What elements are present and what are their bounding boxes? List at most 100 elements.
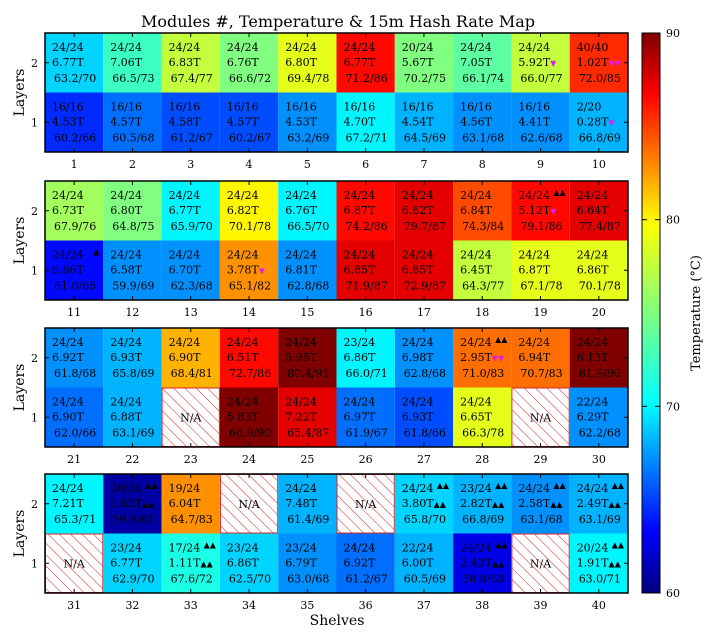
heatmap-cell: 24/24 7.21T 65.3/71 (45, 474, 104, 534)
y-tick-label: 1 (31, 116, 38, 129)
x-tick-label: 14 (242, 306, 256, 319)
x-tick-label: 39 (534, 599, 548, 612)
colorbar-gradient (641, 32, 661, 594)
x-tick-label: 30 (592, 453, 606, 466)
cell-color (511, 328, 570, 388)
heatmap-cell: 24/24 6.77T 71.2/86 (336, 33, 395, 93)
heatmap-cell: 19/24 6.04T 64.7/83 (161, 474, 220, 534)
up-indicator: ▲▲ (553, 481, 566, 490)
hashrate-label: 6.90T (52, 411, 84, 424)
modules-label: 40/40 (577, 41, 609, 54)
x-tick-label: 15 (300, 306, 314, 319)
temperature-label: 66.5/70 (287, 220, 329, 233)
y-axis-label: Layers (12, 364, 28, 412)
temperature-label: 62.0/66 (54, 427, 96, 440)
hashrate-label: 7.21T (52, 497, 84, 510)
modules-label: 24/24 (285, 336, 317, 349)
hashrate-label: 4.53T (285, 116, 317, 129)
heatmap-cell: 22/24 6.00T 60.5/69 (394, 533, 454, 593)
cell-color (569, 328, 628, 388)
cell-color (103, 387, 162, 447)
temperature-label: 60.2/67 (229, 132, 271, 145)
y-tick-label: 2 (31, 57, 38, 70)
cell-color (453, 92, 512, 152)
heatmap-cell: 24/24 6.76T 66.6/72 (219, 33, 279, 93)
modules-label: 23/24 (344, 336, 376, 349)
cell-color (161, 181, 220, 241)
temperature-label: 62.8/68 (287, 280, 329, 293)
heatmap-cell: 24/24 7.05T 66.1/74 (453, 33, 512, 93)
heatmap-cell: 24/24 7.06T 66.5/73 (103, 33, 162, 93)
cell-color (453, 33, 512, 93)
modules-label: 16/16 (285, 101, 317, 114)
modules-label: 2/20 (577, 101, 602, 114)
heatmap-cell: 24/24 6.85T 71.9/87 (336, 240, 395, 300)
x-tick-label: 12 (125, 306, 139, 319)
cell-color (511, 181, 570, 241)
x-tick-label: 9 (537, 158, 544, 171)
temperature-label: 80.4/91 (287, 367, 329, 380)
x-tick-label: 1 (71, 158, 78, 171)
modules-label: 16/16 (402, 101, 434, 114)
x-tick-label: 36 (359, 599, 373, 612)
cell-color (103, 33, 162, 93)
colorbar-tick-label: 90 (666, 27, 680, 40)
temperature-label: 69.4/78 (287, 72, 329, 85)
hashrate-label: 6.87T (518, 264, 550, 277)
temperature-label: 74.3/84 (462, 220, 504, 233)
heatmap-cell: 24/24 6.90T 68.4/81 (161, 328, 220, 388)
cell-color (45, 33, 104, 93)
temperature-label: 60.2/66 (54, 132, 96, 145)
modules-label: 24/24 (110, 41, 142, 54)
temperature-label: 63.2/69 (287, 132, 329, 145)
modules-label: 24/24 (518, 41, 550, 54)
y-tick-label: 2 (31, 352, 38, 365)
x-tick-label: 16 (359, 306, 373, 319)
up-indicator: ▲▲ (495, 541, 508, 550)
x-tick-label: 32 (125, 599, 139, 612)
y-axis-label: Layers (12, 217, 28, 265)
heatmap-cell: 24/24 5.95T 80.4/91 (278, 328, 337, 388)
temperature-label: 61.9/67 (346, 427, 388, 440)
heatmap-cell: N/A (161, 387, 220, 447)
heatmap-cell: 16/16 4.41T 62.6/68 (511, 92, 570, 152)
hashrate-label: 2.49T▲▲ (577, 497, 622, 510)
cell-color (336, 92, 395, 152)
cell-color (45, 92, 104, 152)
hashrate-label: 6.45T (460, 264, 492, 277)
modules-label: 24/24 (110, 189, 142, 202)
temperature-label: 64.3/77 (462, 280, 504, 293)
heatmap-cell: 24/24 6.90T 62.0/66 (45, 387, 104, 447)
temperature-label: 70.2/75 (404, 72, 446, 85)
x-tick-label: 17 (417, 306, 431, 319)
hashrate-label: 6.79T (285, 557, 317, 570)
cell-color (45, 387, 104, 447)
modules-label: 24/24 (227, 396, 259, 409)
hashrate-label: 5.83T (227, 411, 259, 424)
temperature-label: 67.2/71 (346, 132, 388, 145)
hashrate-label: 6.77T (169, 204, 201, 217)
cell-color (45, 240, 104, 300)
heatmap-cell: 40/40 1.02T▼▼ 72.0/85 (569, 33, 628, 93)
hashrate-label: 1.02T▼▼ (577, 56, 622, 69)
x-tick-label: 33 (184, 599, 198, 612)
heatmap-cell: 16/16 4.56T 63.1/68 (453, 92, 512, 152)
panel-frame (44, 327, 629, 448)
temperature-label: 71.0/83 (462, 367, 504, 380)
y-tick-label: 1 (31, 411, 38, 424)
temperature-label: 61.2/67 (346, 573, 388, 586)
hashrate-label: 6.90T (169, 351, 201, 364)
temperature-label: 81.9/90 (579, 367, 621, 380)
heatmap-cell: 24/24 6.86T 70.1/78 (569, 240, 628, 300)
hashrate-label: 6.58T (110, 264, 142, 277)
modules-label: 24/24 (518, 249, 550, 262)
cell-color (394, 474, 454, 534)
heatmap-cell: 24/24 6.70T 62.3/68 (161, 240, 220, 300)
temperature-label: 62.8/68 (404, 367, 446, 380)
colorbar: 60 70 80 90 Temperature (°C) (641, 27, 704, 600)
x-tick-label: 10 (592, 158, 606, 171)
heatmap-cell: 24/24 6.81T 62.8/68 (278, 240, 337, 300)
heatmap-cell: 24/24 6.97T 61.9/67 (336, 387, 395, 447)
heatmap-cell: 20/24 5.67T 70.2/75 (394, 33, 454, 93)
hashrate-label: 6.29T (577, 411, 609, 424)
